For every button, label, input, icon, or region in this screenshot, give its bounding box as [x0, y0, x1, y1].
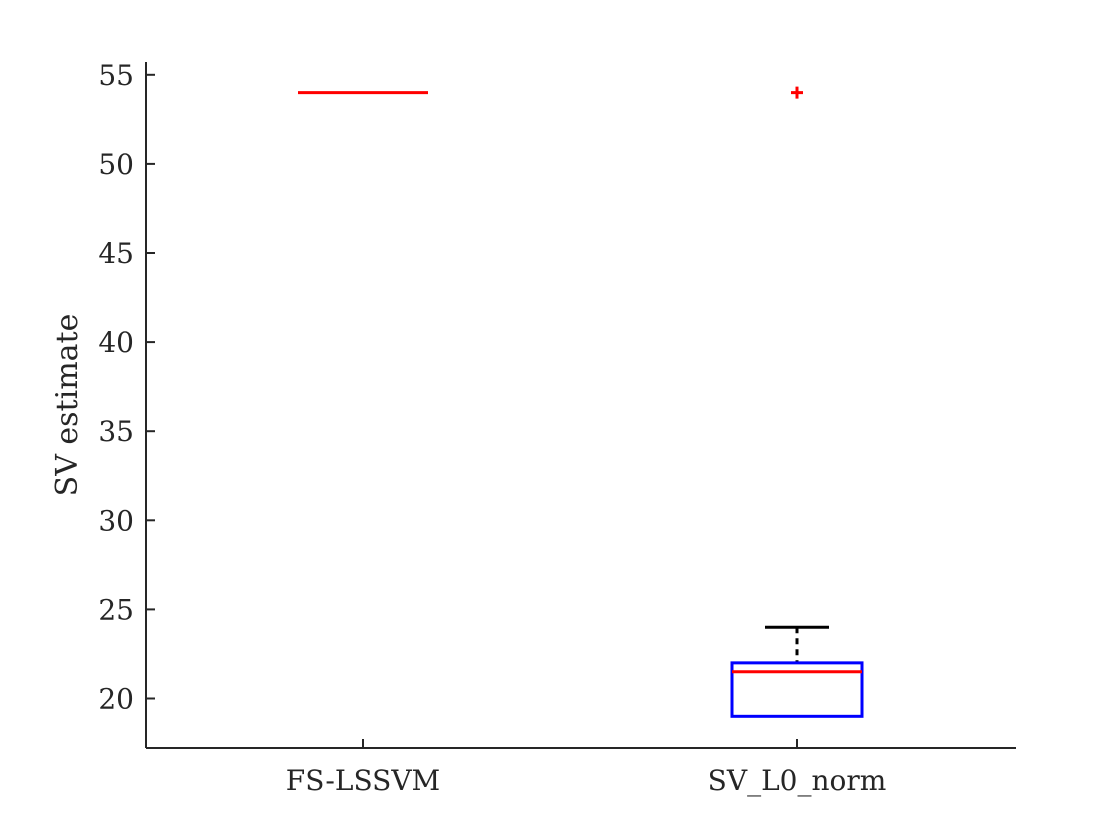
y-tick-label: 50 [98, 148, 134, 181]
y-tick-label: 45 [98, 237, 134, 270]
axes [145, 62, 1016, 749]
box-series [730, 86, 864, 718]
boxes-group [298, 86, 864, 718]
y-tick-label: 25 [98, 593, 134, 626]
x-tick-label: SV_L0_norm [708, 764, 887, 797]
box-iqr [730, 661, 864, 718]
outlier-marker [791, 86, 803, 99]
y-tick-label: 40 [98, 326, 134, 359]
y-axis-label: SV estimate [50, 314, 85, 497]
tick-group: 20 25 30 35 40 45 50 55 FS-LSSVM SV_L0_norm [98, 59, 886, 797]
y-tick-label: 20 [98, 683, 134, 716]
y-tick-label: 35 [98, 415, 134, 448]
x-tick-label: FS-LSSVM [286, 764, 440, 797]
y-tick-label: 30 [98, 504, 134, 537]
y-tick-label: 55 [98, 59, 134, 92]
